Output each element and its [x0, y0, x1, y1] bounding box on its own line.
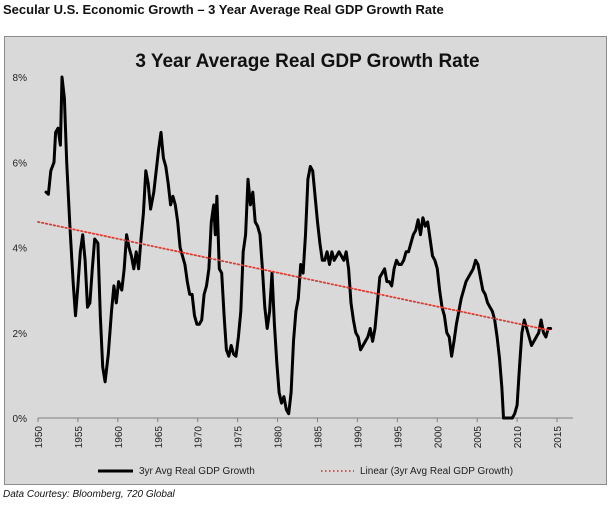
- legend: 3yr Avg Real GDP Growth Linear (3yr Avg R…: [98, 466, 513, 477]
- y-tick-label: 4%: [13, 244, 28, 255]
- x-tick-label: 1980: [274, 426, 285, 449]
- x-tick-label: 1990: [353, 426, 364, 449]
- page-title: Secular U.S. Economic Growth – 3 Year Av…: [3, 2, 444, 17]
- x-tick-label: 1995: [393, 426, 404, 449]
- legend-label: Linear (3yr Avg Real GDP Growth): [360, 466, 513, 477]
- x-tick-label: 1965: [154, 426, 165, 449]
- linear-trend-line: [37, 220, 552, 332]
- x-tick-label: 2005: [473, 426, 484, 449]
- x-tick-label: 1955: [74, 426, 85, 449]
- chart-frame: 3 Year Average Real GDP Growth Rate 0% 2%…: [4, 36, 607, 485]
- chart-svg: 3 Year Average Real GDP Growth Rate 0% 2%…: [13, 51, 573, 477]
- x-tick-label: 1985: [313, 426, 324, 449]
- x-tick-label: 1975: [234, 426, 245, 449]
- x-tick-label: 1960: [114, 426, 125, 449]
- chart-title: 3 Year Average Real GDP Growth Rate: [135, 51, 479, 72]
- x-tick-label: 2010: [513, 426, 524, 449]
- y-tick-label: 0%: [13, 414, 28, 425]
- series-group: [37, 75, 553, 420]
- x-tick-label: 2000: [433, 426, 444, 449]
- x-tick-label: 1970: [194, 426, 205, 449]
- x-tick-label: 1950: [34, 426, 45, 449]
- y-tick-label: 6%: [13, 158, 28, 169]
- legend-label: 3yr Avg Real GDP Growth: [139, 466, 255, 477]
- x-tick-label: 2015: [553, 426, 564, 449]
- y-tick-label: 8%: [13, 73, 28, 84]
- source-note: Data Courtesy: Bloomberg, 720 Global: [3, 489, 175, 500]
- gdp-growth-line: [44, 75, 553, 420]
- y-tick-label: 2%: [13, 329, 28, 340]
- axes: 0% 2% 4% 6% 8% 1950 1955 1960 1965 1970 1975 1980 19…: [13, 73, 573, 448]
